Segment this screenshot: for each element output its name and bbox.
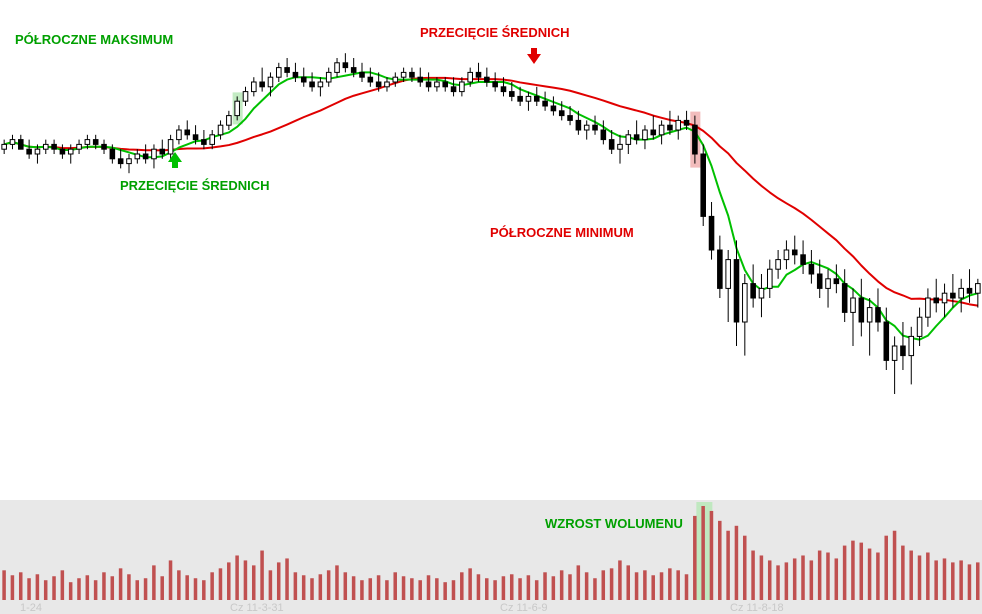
arrow-up-green — [168, 152, 182, 168]
chart-svg: 1-24 Cz 11-3-31 Cz 11-6-9 Cz 11-8-18 — [0, 0, 982, 614]
annotation-ma-cross-top: PRZECIĘCIE ŚREDNICH — [420, 25, 570, 40]
annotation-half-year-max: PÓŁROCZNE MAKSIMUM — [15, 32, 173, 47]
svg-text:1-24: 1-24 — [20, 602, 42, 614]
annotation-ma-cross-bottom: PRZECIĘCIE ŚREDNICH — [120, 178, 270, 193]
stock-chart: 1-24 Cz 11-3-31 Cz 11-6-9 Cz 11-8-18 PÓŁROC… — [0, 0, 982, 614]
annotation-half-year-min: PÓŁROCZNE MINIMUM — [490, 225, 634, 240]
svg-text:Cz 11-3-31: Cz 11-3-31 — [230, 602, 284, 614]
arrow-down-red — [527, 48, 541, 64]
svg-text:Cz 11-6-9: Cz 11-6-9 — [500, 602, 547, 614]
svg-text:Cz 11-8-18: Cz 11-8-18 — [730, 602, 784, 614]
annotation-volume-rise: WZROST WOLUMENU — [545, 516, 683, 531]
